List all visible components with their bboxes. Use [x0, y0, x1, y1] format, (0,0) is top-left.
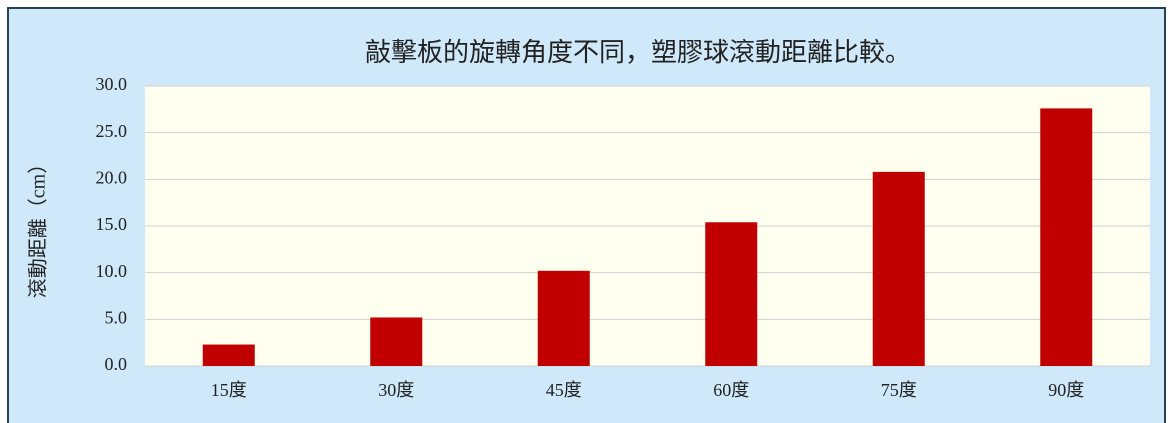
- bar: [705, 222, 758, 366]
- y-tick-label: 30.0: [96, 74, 128, 94]
- y-tick-label: 0.0: [105, 354, 128, 374]
- y-tick-label: 10.0: [96, 261, 128, 281]
- y-tick-label: 20.0: [96, 167, 128, 187]
- y-tick-label: 15.0: [96, 214, 128, 234]
- y-tick-label: 25.0: [96, 121, 128, 141]
- bar: [872, 171, 925, 366]
- x-tick-label: 15度: [211, 380, 247, 400]
- x-tick-label: 90度: [1048, 380, 1084, 400]
- x-tick-label: 30度: [378, 380, 414, 400]
- y-axis-label: 滾動距離（cm）: [27, 154, 50, 298]
- bar: [1040, 108, 1093, 367]
- bar: [537, 270, 590, 366]
- x-tick-label: 45度: [546, 380, 582, 400]
- x-tick-label: 60度: [713, 380, 749, 400]
- bar: [370, 317, 423, 366]
- chart-title: 敲擊板的旋轉角度不同，塑膠球滾動距離比較。: [365, 38, 911, 67]
- x-tick-label: 75度: [881, 380, 917, 400]
- y-tick-label: 5.0: [105, 307, 128, 327]
- bar: [202, 344, 255, 366]
